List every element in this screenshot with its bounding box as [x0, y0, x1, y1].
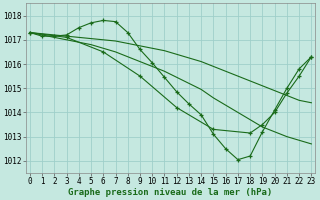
X-axis label: Graphe pression niveau de la mer (hPa): Graphe pression niveau de la mer (hPa): [68, 188, 273, 197]
